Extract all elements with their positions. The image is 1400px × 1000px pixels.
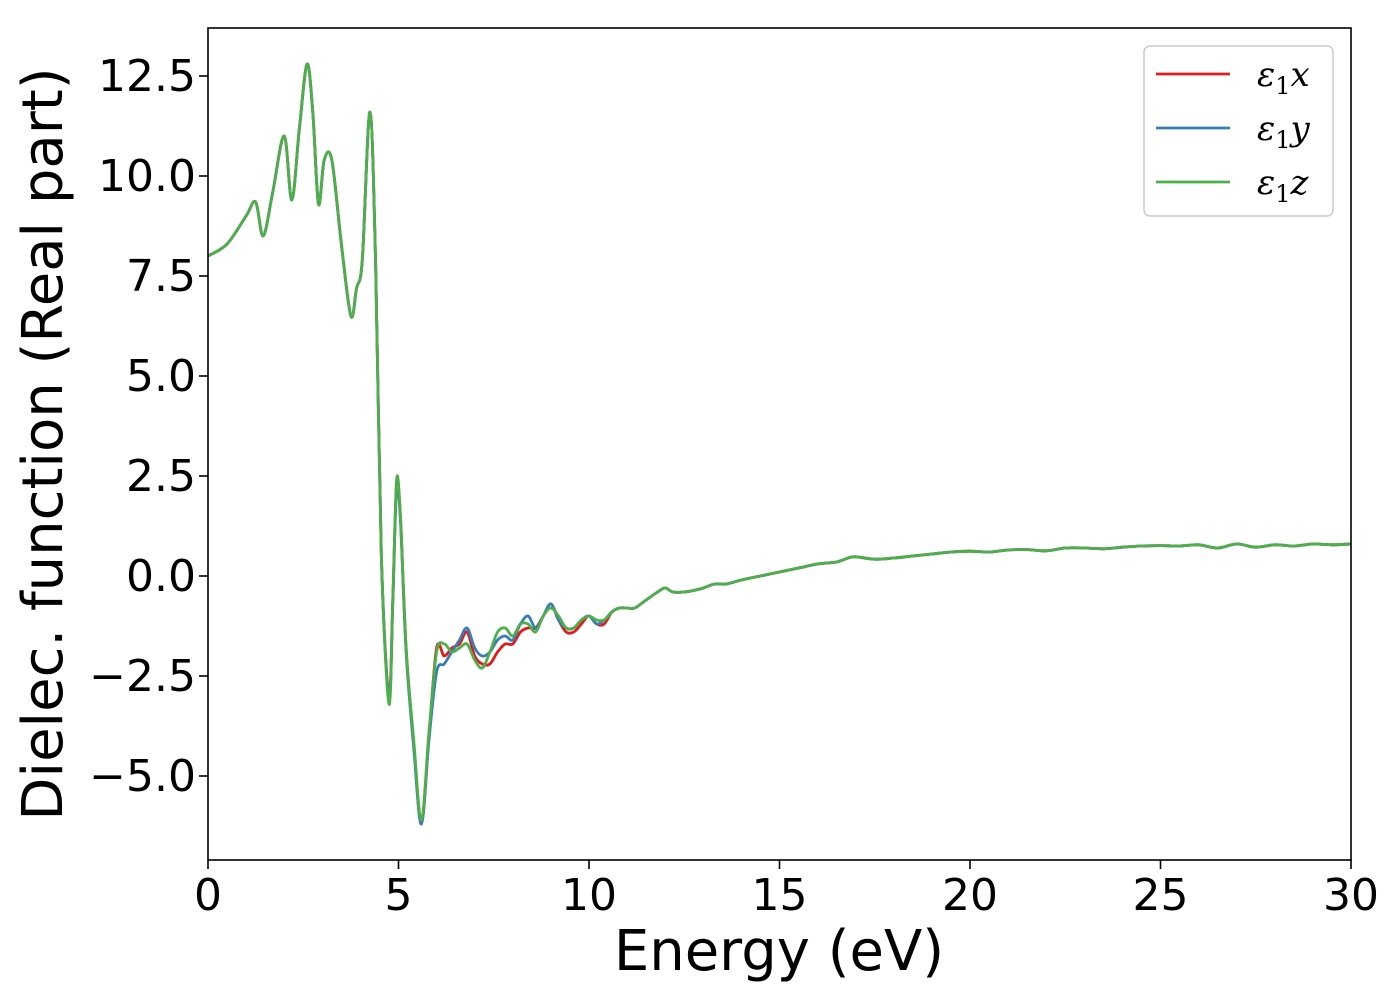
x-axis-label: Energy (eV): [614, 919, 944, 984]
y-tick-label: −2.5: [89, 651, 196, 702]
y-axis-label: Dielec. function (Real part): [11, 67, 76, 820]
legend: ε1x ε1y ε1z: [1143, 45, 1334, 217]
legend-label-z: ε1z: [1257, 163, 1310, 208]
y-tick-label: 7.5: [126, 251, 196, 302]
legend-box: [1143, 45, 1334, 217]
series-line-z: [207, 62, 1352, 822]
x-tick-label: 25: [1133, 870, 1189, 921]
x-tick-label: 5: [385, 870, 413, 921]
y-tick-label: 5.0: [126, 351, 196, 402]
x-tick-label: 30: [1323, 870, 1379, 921]
x-tick-label: 15: [752, 870, 808, 921]
y-tick-label: 12.5: [98, 51, 196, 102]
legend-label-x: ε1x: [1257, 55, 1310, 100]
x-tick-label: 20: [942, 870, 998, 921]
y-tick-label: 10.0: [98, 151, 196, 202]
y-tick-label: 0.0: [126, 551, 196, 602]
x-axis-ticks: 0 5 10 15 20 25 30: [194, 860, 1379, 921]
y-axis-ticks: −5.0 −2.5 0.0 2.5 5.0 7.5 10.0 12.5: [89, 51, 208, 802]
y-tick-label: −5.0: [89, 751, 196, 802]
x-tick-label: 0: [194, 870, 222, 921]
y-tick-label: 2.5: [126, 451, 196, 502]
x-tick-label: 10: [561, 870, 617, 921]
legend-label-y: ε1y: [1257, 109, 1311, 154]
series-layer: [207, 62, 1352, 826]
